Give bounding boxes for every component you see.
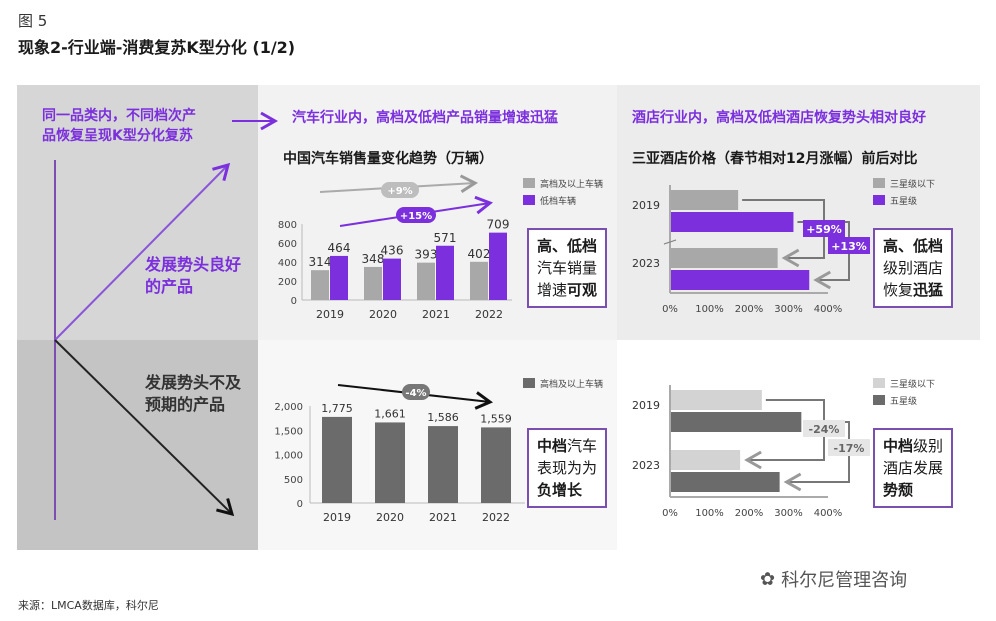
callout-text: 可观 bbox=[567, 281, 598, 299]
auto-top-callout: 高、低档汽车销量增速可观 bbox=[527, 228, 608, 308]
hotel-header: 酒店行业内，高档及低档酒店恢复势头相对良好 bbox=[632, 110, 926, 126]
callout-text: 中档 bbox=[883, 437, 914, 455]
callout-line: 负增长 bbox=[537, 479, 597, 501]
left-header-line: 品恢复呈现K型分化复苏 bbox=[42, 128, 193, 144]
callout-line: 汽车销量 bbox=[537, 257, 597, 279]
callout-line: 酒店发展 bbox=[883, 457, 943, 479]
left-header-line: 同一品类内，不同档次产 bbox=[42, 108, 196, 124]
callout-line: 势颓 bbox=[883, 479, 943, 501]
down-label: 发展势头不及 预期的产品 bbox=[145, 372, 241, 416]
watermark-text: 科尔尼管理咨询 bbox=[781, 570, 908, 591]
left-header: 同一品类内，不同档次产 品恢复呈现K型分化复苏 bbox=[42, 106, 196, 146]
hotel-bottom-callout: 中档级别酒店发展势颓 bbox=[873, 428, 954, 508]
callout-text: 表现为为 bbox=[537, 459, 598, 477]
source-note: 来源：LMCA数据库，科尔尼 bbox=[18, 599, 159, 612]
callout-line: 中档汽车 bbox=[537, 435, 597, 457]
callout-text: 中档 bbox=[537, 437, 568, 455]
callout-text: 高、低档 bbox=[537, 237, 598, 255]
callout-text: 酒店发展 bbox=[883, 459, 944, 477]
hotel-chart-title: 三亚酒店价格（春节相对12月涨幅）前后对比 bbox=[632, 151, 918, 167]
callout-text: 势颓 bbox=[883, 481, 914, 499]
down-label-line: 发展势头不及 bbox=[145, 373, 242, 392]
auto-bottom-callout: 中档汽车表现为为负增长 bbox=[527, 428, 608, 508]
callout-text: 增速 bbox=[537, 281, 568, 299]
callout-text: 负增长 bbox=[537, 481, 583, 499]
callout-line: 表现为为 bbox=[537, 457, 597, 479]
figure-label: 图 5 bbox=[18, 12, 48, 30]
wechat-icon: ✿ bbox=[760, 568, 776, 590]
callout-line: 中档级别 bbox=[883, 435, 943, 457]
page-title: 现象2-行业端-消费复苏K型分化 (1/2) bbox=[18, 38, 296, 57]
watermark: ✿ 科尔尼管理咨询 bbox=[760, 566, 907, 592]
auto-chart-title: 中国汽车销售量变化趋势（万辆） bbox=[283, 151, 493, 167]
callout-text: 级别 bbox=[913, 437, 944, 455]
up-label: 发展势头良好 的产品 bbox=[145, 254, 241, 298]
down-label-line: 预期的产品 bbox=[145, 395, 226, 414]
callout-line: 增速可观 bbox=[537, 279, 597, 301]
callout-line: 级别酒店 bbox=[883, 257, 943, 279]
callout-line: 恢复迅猛 bbox=[883, 279, 943, 301]
auto-header: 汽车行业内，高档及低档产品销量增速迅猛 bbox=[292, 110, 558, 126]
up-label-line: 的产品 bbox=[145, 277, 194, 296]
callout-text: 高、低档 bbox=[883, 237, 944, 255]
hotel-top-callout: 高、低档级别酒店恢复迅猛 bbox=[873, 228, 954, 308]
callout-text: 汽车 bbox=[567, 437, 598, 455]
up-label-line: 发展势头良好 bbox=[145, 255, 242, 274]
callout-text: 级别酒店 bbox=[883, 259, 944, 277]
callout-text: 迅猛 bbox=[913, 281, 944, 299]
callout-line: 高、低档 bbox=[537, 235, 597, 257]
callout-text: 恢复 bbox=[883, 281, 914, 299]
callout-text: 汽车销量 bbox=[537, 259, 598, 277]
callout-line: 高、低档 bbox=[883, 235, 943, 257]
